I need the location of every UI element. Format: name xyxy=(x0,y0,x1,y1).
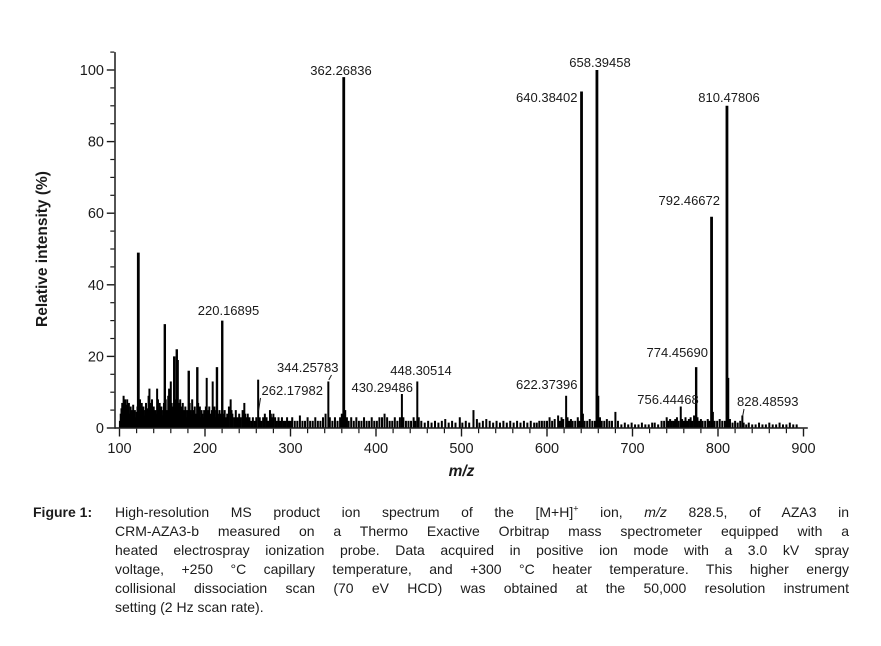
peaks-group xyxy=(118,70,798,428)
peak-label: 262.17982 xyxy=(262,383,323,398)
y-axis-title: Relative intensity (%) xyxy=(34,171,51,327)
peak-labels-group: 220.16895 262.17982 344.25783 362.26836 430.… xyxy=(198,55,798,416)
caption-line: CRM-AZA3-b measured on a Thermo Exactive… xyxy=(115,523,849,539)
x-axis-title: m/z xyxy=(449,463,475,480)
caption-line: heated electrospray ionization probe. Da… xyxy=(115,542,849,558)
peak-label: 220.16895 xyxy=(198,303,259,318)
figure-caption-tag: Figure 1: xyxy=(33,504,93,520)
peak-label: 658.39458 xyxy=(569,55,630,70)
caption-line: setting (2 Hz scan rate). xyxy=(115,599,264,615)
peak-label: 828.48593 xyxy=(737,394,798,409)
svg-text:0: 0 xyxy=(96,421,104,437)
peak-label: 362.26836 xyxy=(310,63,371,78)
caption-line: High-resolution MS product ion spectrum … xyxy=(115,503,850,520)
svg-text:60: 60 xyxy=(88,206,104,222)
svg-text:900: 900 xyxy=(791,441,815,457)
caption-line: collisional dissociation scan (70 eV HCD… xyxy=(115,580,849,596)
svg-text:500: 500 xyxy=(449,441,473,457)
svg-text:40: 40 xyxy=(88,278,104,294)
axes-group: 100 200 300 400 500 600 700 800 900 0 20 40 60 80 100 R… xyxy=(34,51,816,480)
peak-label: 756.44468 xyxy=(637,392,698,407)
svg-text:700: 700 xyxy=(620,441,644,457)
svg-text:300: 300 xyxy=(278,441,302,457)
peak-label: 774.45690 xyxy=(647,345,708,360)
peak-label: 622.37396 xyxy=(516,377,577,392)
ms-figure: 100 200 300 400 500 600 700 800 900 0 20 40 60 80 100 R… xyxy=(33,51,881,617)
ms-spectrum-chart: 100 200 300 400 500 600 700 800 900 0 20 40 60 80 100 R… xyxy=(34,51,816,480)
peak-label: 640.38402 xyxy=(516,90,577,105)
svg-text:100: 100 xyxy=(80,63,104,79)
peak-label: 448.30514 xyxy=(390,363,451,378)
svg-text:80: 80 xyxy=(88,135,104,151)
svg-text:400: 400 xyxy=(364,441,388,457)
peak-label: 430.29486 xyxy=(352,380,413,395)
peak-label: 792.46672 xyxy=(659,193,720,208)
svg-text:600: 600 xyxy=(535,441,559,457)
caption-line: voltage, +250 °C capillary temperature, … xyxy=(115,561,849,577)
svg-text:200: 200 xyxy=(193,441,217,457)
figure-caption: Figure 1: High-resolution MS product ion… xyxy=(33,503,881,617)
svg-text:100: 100 xyxy=(107,441,131,457)
svg-text:800: 800 xyxy=(706,441,730,457)
figure-caption-text: High-resolution MS product ion spectrum … xyxy=(115,503,849,617)
svg-text:20: 20 xyxy=(88,349,104,365)
peak-label: 344.25783 xyxy=(277,360,338,375)
peak-label: 810.47806 xyxy=(698,90,759,105)
